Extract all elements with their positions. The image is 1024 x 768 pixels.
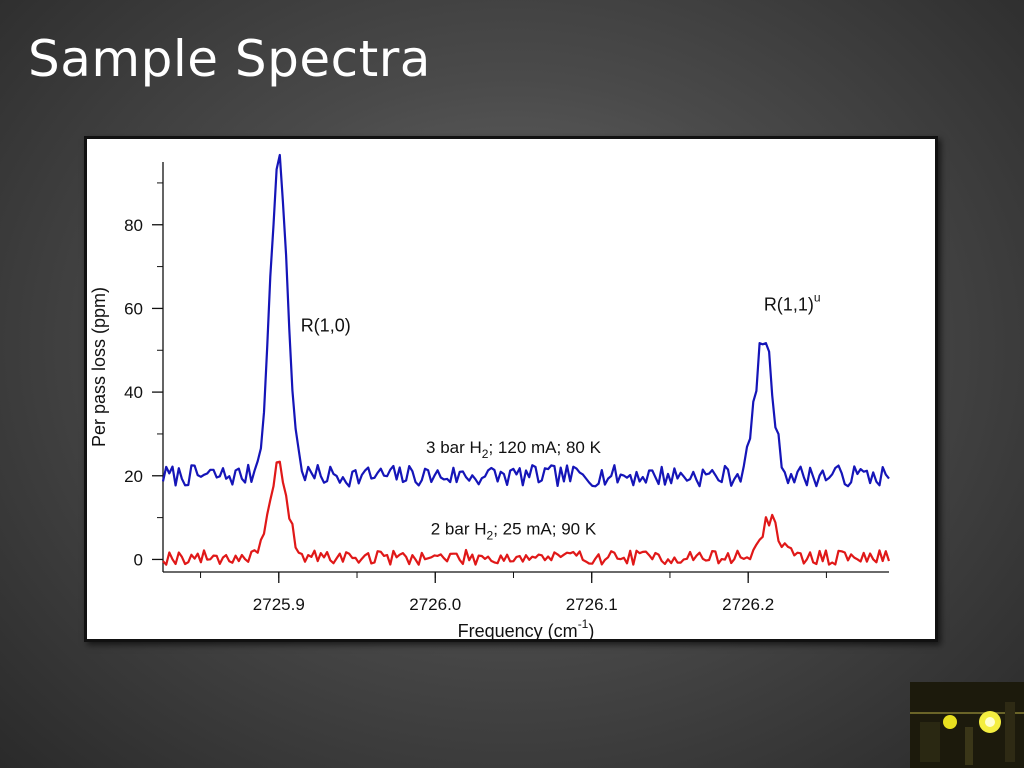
y-tick-label: 80 xyxy=(124,216,143,235)
x-tick-label: 2726.2 xyxy=(722,595,774,614)
x-tick-label: 2725.9 xyxy=(253,595,305,614)
lab-photo-thumbnail-icon xyxy=(910,682,1024,768)
series-3bar-line xyxy=(161,153,890,488)
x-tick-label: 2726.0 xyxy=(409,595,461,614)
y-tick-label: 20 xyxy=(124,467,143,486)
y-tick-label: 0 xyxy=(134,550,143,569)
label-layer: 3 bar H2; 120 mA; 80 K 2 bar H2; 25 mA; 9… xyxy=(301,291,821,543)
slide-title: Sample Spectra xyxy=(28,30,431,88)
y-tick-label: 40 xyxy=(124,383,143,402)
light-glow-icon xyxy=(943,715,957,729)
y-tick-label: 60 xyxy=(124,299,143,318)
x-axis-label: Frequency (cm-1) xyxy=(458,617,595,641)
series-label: 3 bar H2; 120 mA; 80 K xyxy=(426,438,602,461)
peak-label-r11: R(1,1)u xyxy=(764,291,821,315)
series-layer xyxy=(161,153,891,566)
y-axis-label: Per pass loss (ppm) xyxy=(89,287,109,447)
x-tick-label: 2726.1 xyxy=(566,595,618,614)
chart-axes: 0 20 40 60 80 2725.9 2726.0 2726.1 2726.2 Frequen… xyxy=(89,162,889,641)
peak-label-r10: R(1,0) xyxy=(301,315,351,335)
series-2bar-line xyxy=(162,460,891,566)
series-label: 2 bar H2; 25 mA; 90 K xyxy=(431,519,597,542)
